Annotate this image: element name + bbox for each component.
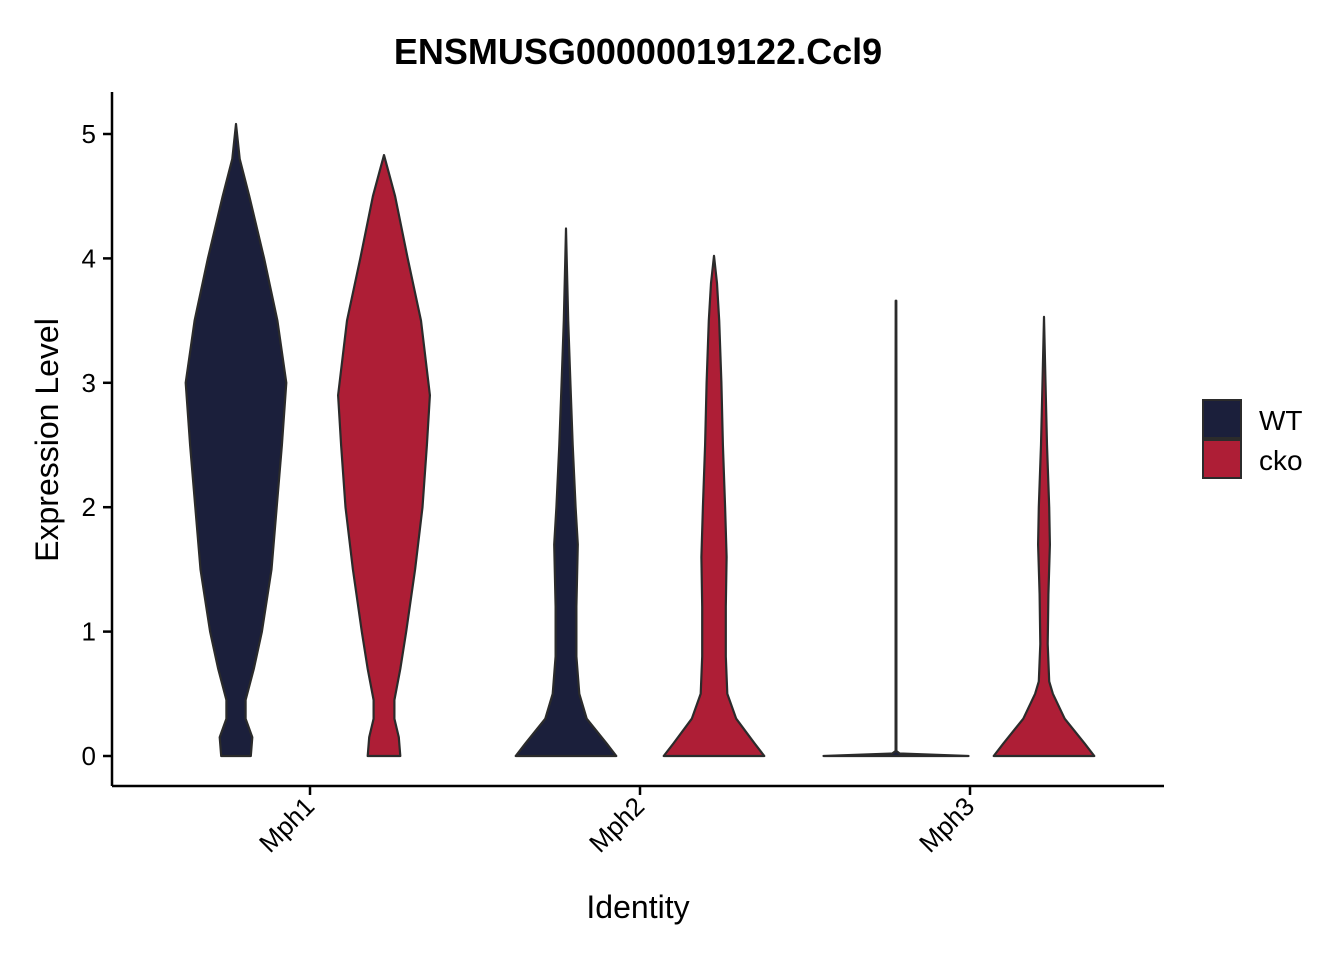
legend: WT cko — [1202, 399, 1303, 479]
x-axis-title: Identity — [586, 889, 689, 925]
legend-label-cko: cko — [1259, 445, 1303, 476]
y-axis-title: Expression Level — [29, 318, 65, 562]
y-tick-label: 2 — [82, 492, 96, 522]
x-tick-label: Mph2 — [583, 791, 650, 858]
legend-swatch-WT — [1202, 399, 1242, 439]
violin-cko-Mph2 — [662, 254, 766, 758]
violin-cko-Mph1 — [337, 154, 431, 758]
x-tick-label: Mph1 — [253, 791, 320, 858]
y-tick-label: 3 — [82, 368, 96, 398]
legend-label-WT: WT — [1259, 405, 1303, 436]
y-tick-label: 4 — [82, 243, 96, 273]
y-tick-label: 1 — [82, 617, 96, 647]
x-axis-ticks: Mph1 Mph2 Mph3 — [253, 786, 980, 858]
y-tick-label: 0 — [82, 741, 96, 771]
x-tick-label: Mph3 — [913, 791, 980, 858]
y-tick-label: 5 — [82, 119, 96, 149]
chart-title: ENSMUSG00000019122.Ccl9 — [394, 31, 882, 72]
violin-cko-Mph3 — [992, 315, 1096, 758]
y-axis-ticks: 0 1 2 3 4 5 — [82, 119, 112, 771]
legend-swatch-cko — [1202, 439, 1242, 479]
violin-WT-Mph2 — [514, 227, 618, 758]
violin-layer — [184, 122, 1096, 758]
violin-WT-Mph1 — [184, 122, 288, 758]
violin-WT-Mph3 — [822, 299, 970, 758]
